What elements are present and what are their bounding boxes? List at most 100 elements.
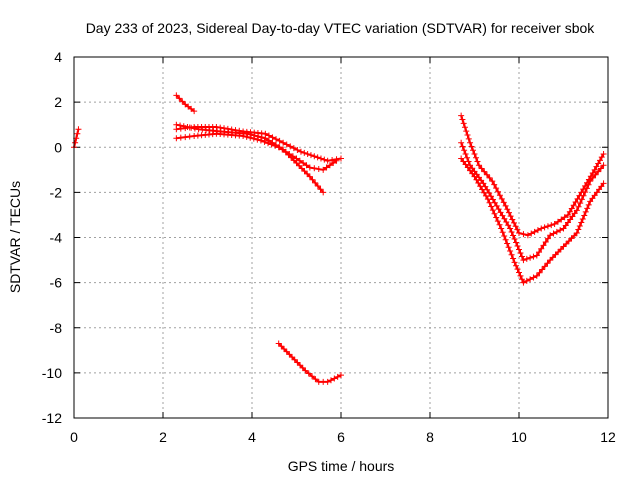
data-point xyxy=(505,222,512,229)
data-point xyxy=(555,248,562,255)
data-point xyxy=(493,214,500,221)
y-axis-label: SDTVAR / TECUs xyxy=(7,181,23,293)
data-point xyxy=(191,108,198,115)
data-point xyxy=(505,209,512,216)
data-point xyxy=(500,199,507,206)
data-point xyxy=(489,196,496,203)
data-point xyxy=(258,134,265,141)
data-point xyxy=(553,228,560,235)
data-point xyxy=(593,189,600,196)
data-point xyxy=(303,162,310,169)
data-point xyxy=(302,367,309,374)
data-point xyxy=(311,153,318,160)
data-point xyxy=(497,209,504,216)
data-point xyxy=(530,253,537,260)
data-point xyxy=(562,222,569,229)
data-point xyxy=(481,168,488,175)
data-point xyxy=(188,124,195,131)
data-point xyxy=(323,164,330,171)
data-point xyxy=(499,212,506,219)
data-point xyxy=(481,189,488,196)
data-point xyxy=(458,139,465,146)
data-point xyxy=(467,167,474,174)
data-point xyxy=(465,158,472,165)
data-point xyxy=(508,251,515,258)
data-point xyxy=(563,240,570,247)
data-point xyxy=(291,356,298,363)
data-point xyxy=(575,203,582,210)
data-point xyxy=(510,232,517,239)
data-point xyxy=(587,198,594,205)
data-point xyxy=(533,272,540,279)
data-point xyxy=(312,179,319,186)
data-point xyxy=(248,131,255,138)
data-point xyxy=(587,178,594,185)
data-point xyxy=(493,202,500,209)
data-point xyxy=(213,123,220,130)
series-line-s3 xyxy=(176,125,342,162)
data-point xyxy=(458,112,465,119)
data-point xyxy=(327,377,334,384)
data-point xyxy=(516,246,522,253)
data-point xyxy=(552,251,559,258)
data-point xyxy=(574,195,581,202)
data-point xyxy=(579,215,586,222)
data-point xyxy=(548,222,555,229)
data-point xyxy=(564,219,571,226)
data-point xyxy=(549,254,556,261)
data-point xyxy=(331,375,338,382)
data-point xyxy=(491,199,498,206)
plot-frame xyxy=(73,56,609,419)
data-point xyxy=(298,165,305,172)
y-tick-label--2: -2 xyxy=(50,184,63,200)
series-line-s7 xyxy=(460,115,605,237)
data-point xyxy=(600,151,607,158)
data-point xyxy=(493,185,500,192)
data-point xyxy=(459,116,466,123)
data-point xyxy=(244,130,251,137)
data-point xyxy=(251,132,258,139)
data-point xyxy=(596,186,603,193)
data-point xyxy=(320,189,327,196)
y-tick-label--4: -4 xyxy=(50,230,63,246)
data-point xyxy=(470,147,477,154)
data-point xyxy=(297,148,304,155)
data-point xyxy=(173,121,180,128)
data-point xyxy=(528,230,535,237)
axis-ticks: 0 2 4 6 8 10 12 -12 -10 -8 -6 -4 -2 0 2 4 xyxy=(42,49,616,445)
data-point xyxy=(459,143,466,150)
data-point xyxy=(507,213,514,220)
data-point xyxy=(477,183,484,190)
data-point xyxy=(462,151,469,158)
data-point xyxy=(544,223,551,230)
data-point xyxy=(458,155,465,162)
data-point xyxy=(488,193,495,200)
data-point xyxy=(301,149,308,156)
x-tick-label-6: 6 xyxy=(337,429,345,445)
data-point xyxy=(591,192,598,199)
data-point xyxy=(508,228,515,235)
data-point xyxy=(531,228,538,235)
y-tick-label-2: 2 xyxy=(54,94,62,110)
data-point xyxy=(536,249,543,256)
data-point xyxy=(324,157,331,164)
data-point xyxy=(309,373,316,380)
data-point xyxy=(176,95,183,102)
data-point xyxy=(464,164,471,171)
data-point xyxy=(74,130,81,137)
data-point xyxy=(465,135,472,142)
data-point xyxy=(301,168,308,175)
data-point xyxy=(539,266,546,273)
data-point xyxy=(572,199,579,206)
data-point xyxy=(180,123,187,130)
series-s5 xyxy=(173,121,327,196)
data-point xyxy=(461,147,468,154)
data-point xyxy=(498,225,505,232)
data-point xyxy=(334,373,341,380)
y-tick-label-0: 0 xyxy=(54,139,62,155)
x-tick-label-2: 2 xyxy=(159,429,167,445)
data-point xyxy=(554,218,561,225)
data-point xyxy=(306,164,313,171)
data-point xyxy=(597,165,604,172)
data-point xyxy=(583,185,590,192)
